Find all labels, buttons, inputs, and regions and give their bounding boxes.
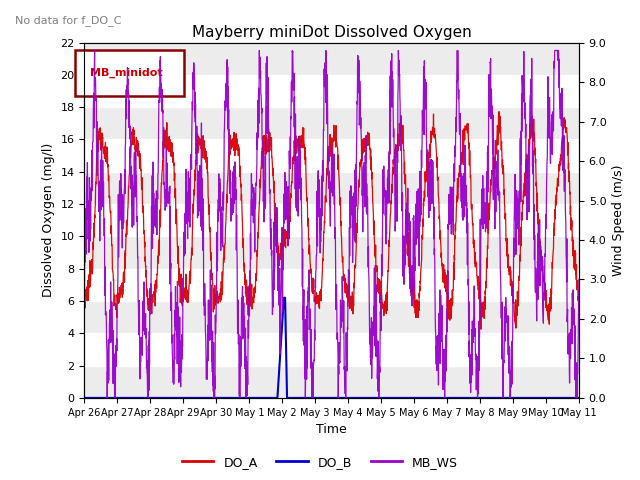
Legend: DO_A, DO_B, MB_WS: DO_A, DO_B, MB_WS [177,451,463,474]
Text: MB_minidot: MB_minidot [90,68,163,78]
Bar [84,43,579,75]
Y-axis label: Wind Speed (m/s): Wind Speed (m/s) [612,165,625,276]
Bar [84,172,579,204]
Bar [84,366,579,398]
FancyBboxPatch shape [75,49,184,96]
Title: Mayberry miniDot Dissolved Oxygen: Mayberry miniDot Dissolved Oxygen [192,25,472,40]
Bar [84,236,579,269]
Text: No data for f_DO_C: No data for f_DO_C [15,15,122,26]
Y-axis label: Dissolved Oxygen (mg/l): Dissolved Oxygen (mg/l) [42,143,55,298]
Bar [84,301,579,333]
Bar [84,107,579,140]
X-axis label: Time: Time [316,423,347,436]
